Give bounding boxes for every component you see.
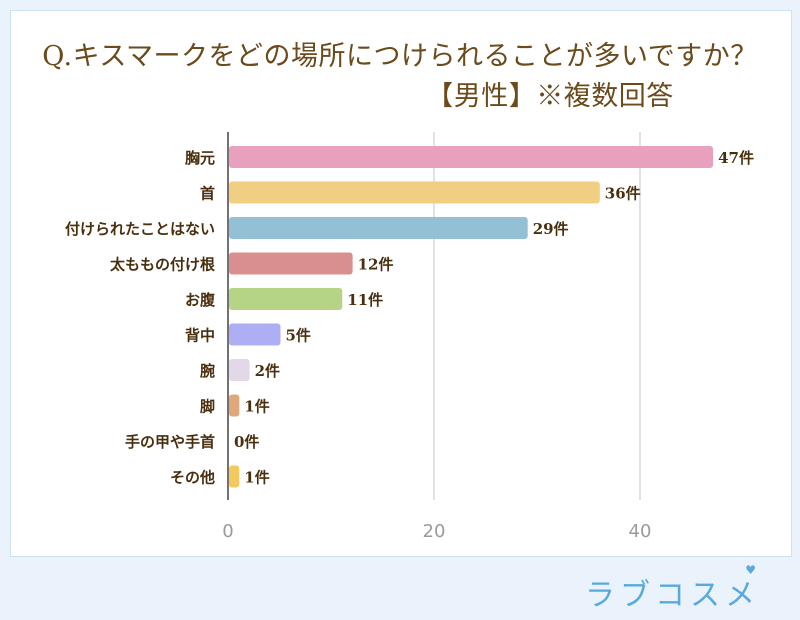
data-label: 5件: [286, 327, 311, 345]
logo-heart-icon: ♥: [745, 563, 756, 577]
category-label: 脚: [200, 398, 215, 416]
data-label: 1件: [244, 469, 269, 487]
category-label: 背中: [185, 327, 215, 345]
bar-8: [229, 394, 240, 417]
category-label: 太ももの付け根: [110, 256, 215, 274]
bar-6: [229, 323, 281, 346]
data-label: 11件: [347, 291, 383, 309]
x-tick-label: 40: [629, 521, 652, 542]
category-label: 首: [200, 185, 215, 203]
data-label: 0件: [234, 433, 259, 451]
x-tick-label: 0: [222, 521, 233, 542]
bar-7: [229, 359, 250, 381]
category-label: 腕: [200, 362, 215, 380]
brand-logo: ラブコスメ: [585, 578, 760, 613]
data-label: 2件: [255, 362, 280, 380]
x-tick-label: 20: [423, 521, 446, 542]
data-label: 12件: [358, 256, 394, 274]
data-label: 1件: [244, 398, 269, 416]
category-label: 付けられたことはない: [65, 220, 215, 238]
bar-5: [229, 288, 343, 310]
category-label: 手の甲や手首: [125, 433, 215, 451]
bar-3: [229, 217, 528, 239]
bar-2: [229, 181, 600, 204]
chart-card: [10, 10, 792, 557]
bar-4: [229, 252, 353, 275]
data-label: 36件: [605, 185, 641, 203]
category-label: その他: [170, 469, 215, 487]
data-label: 29件: [533, 220, 569, 238]
category-label: お腹: [185, 291, 216, 309]
chart-subtitle: 【男性】※複数回答: [426, 81, 674, 112]
category-label: 胸元: [185, 149, 215, 167]
data-label: 47件: [718, 149, 754, 167]
chart-title: Q.キスマークをどの場所につけられることが多いですか？: [42, 41, 758, 72]
bar-10: [229, 465, 240, 488]
bar-1: [229, 146, 714, 168]
